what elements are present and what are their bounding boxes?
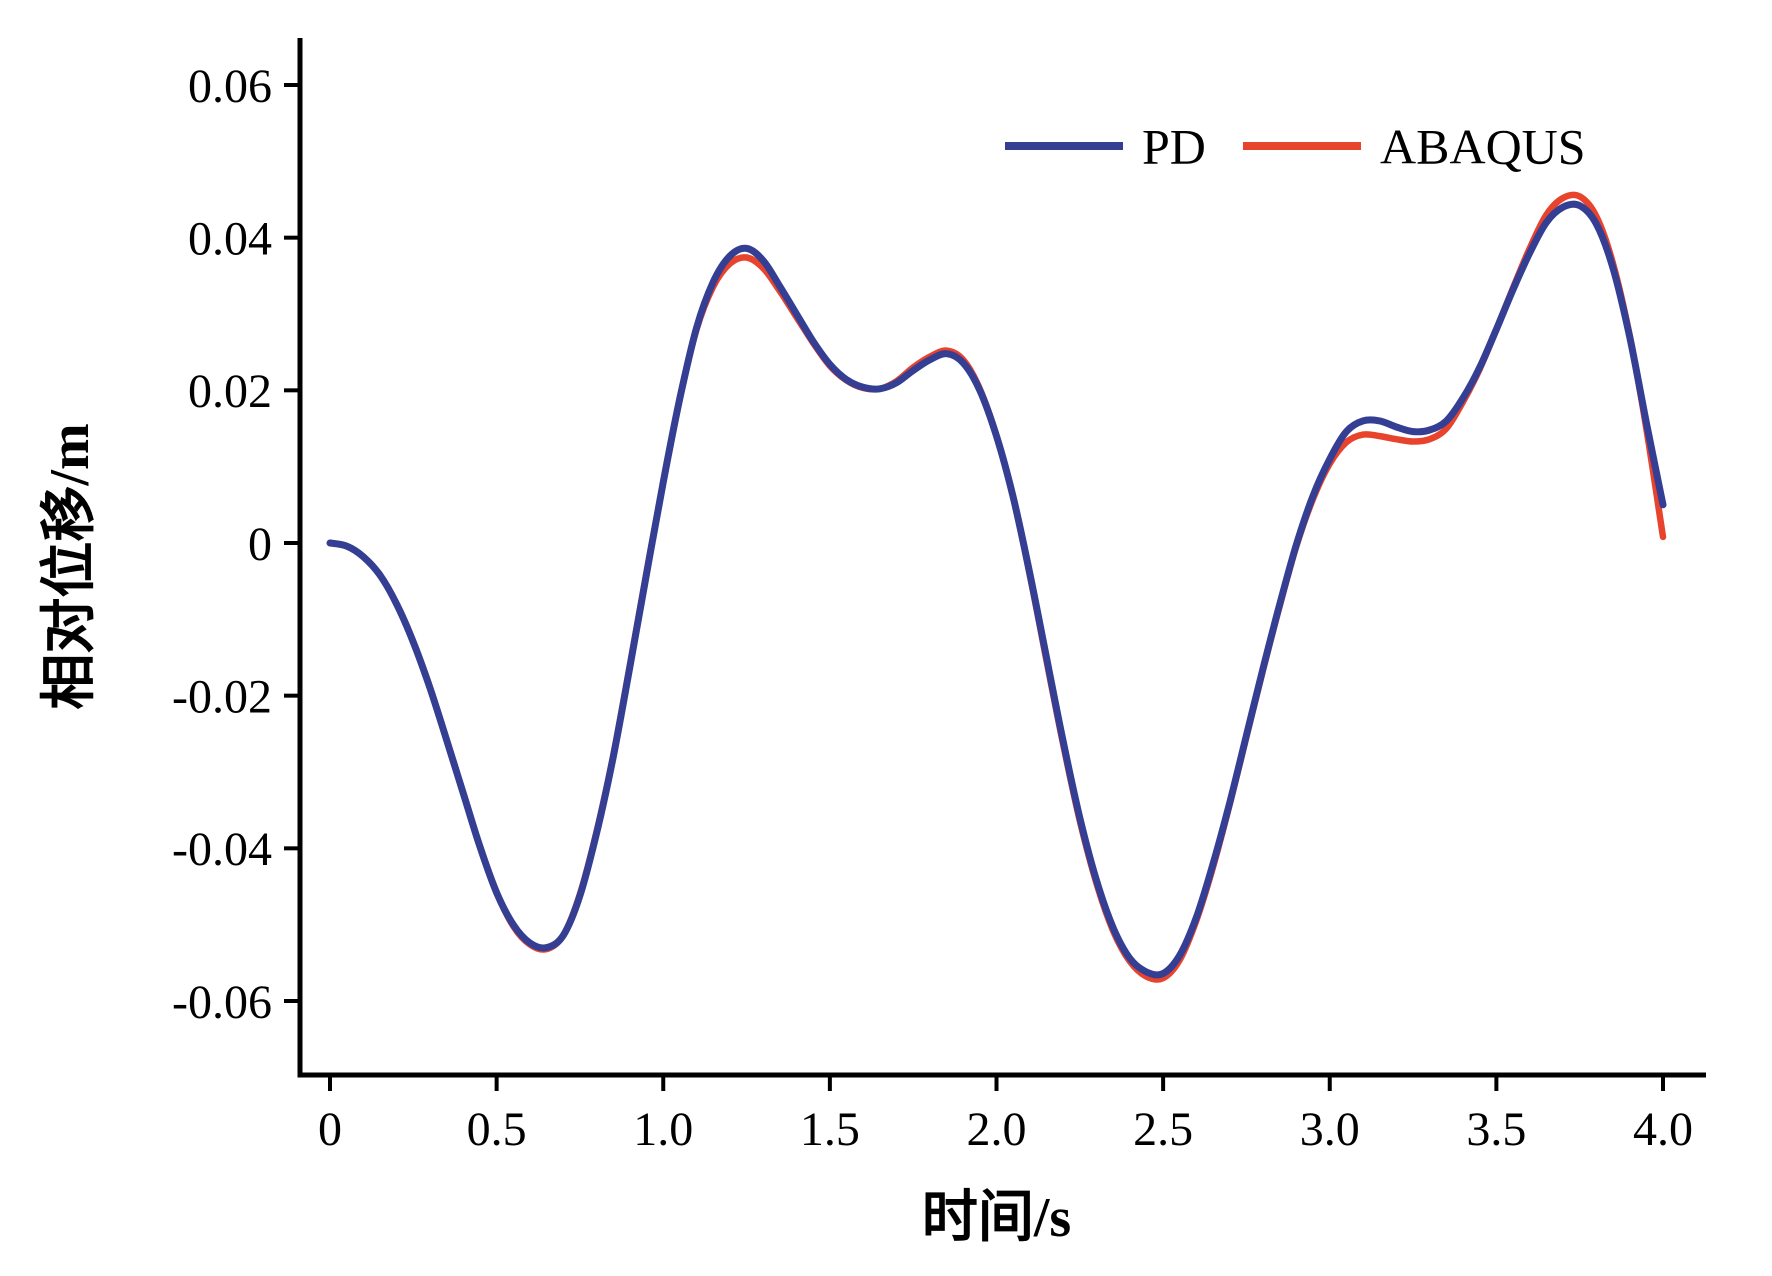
pd-curve bbox=[326, 200, 1667, 979]
x-tick-label: 1.0 bbox=[633, 1103, 693, 1156]
y-tick-label: -0.06 bbox=[172, 976, 272, 1029]
x-tick-label: 2.5 bbox=[1133, 1103, 1193, 1156]
y-tick-label: 0.06 bbox=[188, 60, 272, 113]
x-tick-label: 1.5 bbox=[800, 1103, 860, 1156]
y-tick-label: 0.04 bbox=[188, 212, 272, 265]
y-tick-label: -0.04 bbox=[172, 823, 272, 876]
x-tick-label: 0 bbox=[318, 1103, 342, 1156]
y-tick-label: -0.02 bbox=[172, 670, 272, 723]
x-tick-label: 0.5 bbox=[467, 1103, 527, 1156]
abaqus-curve bbox=[326, 191, 1667, 983]
legend: PD ABAQUS bbox=[1005, 119, 1586, 175]
x-tick-label: 3.0 bbox=[1300, 1103, 1360, 1156]
legend-label-abaqus: ABAQUS bbox=[1380, 119, 1586, 175]
x-axis-label: 时间/s bbox=[922, 1187, 1071, 1249]
y-tick-label: 0.02 bbox=[188, 365, 272, 418]
x-tick-group: 0 0.5 1.0 1.5 2.0 2.5 3.0 3.5 4.0 bbox=[318, 1075, 1693, 1156]
y-tick-label: 0 bbox=[248, 518, 272, 571]
legend-label-pd: PD bbox=[1142, 119, 1206, 175]
x-tick-label: 2.0 bbox=[967, 1103, 1027, 1156]
y-axis-label: 相对位移/m bbox=[39, 423, 101, 709]
x-tick-label: 4.0 bbox=[1633, 1103, 1693, 1156]
x-tick-label: 3.5 bbox=[1466, 1103, 1526, 1156]
y-tick-group: 0.06 0.04 0.02 0 -0.02 -0.04 -0.06 bbox=[172, 60, 300, 1029]
